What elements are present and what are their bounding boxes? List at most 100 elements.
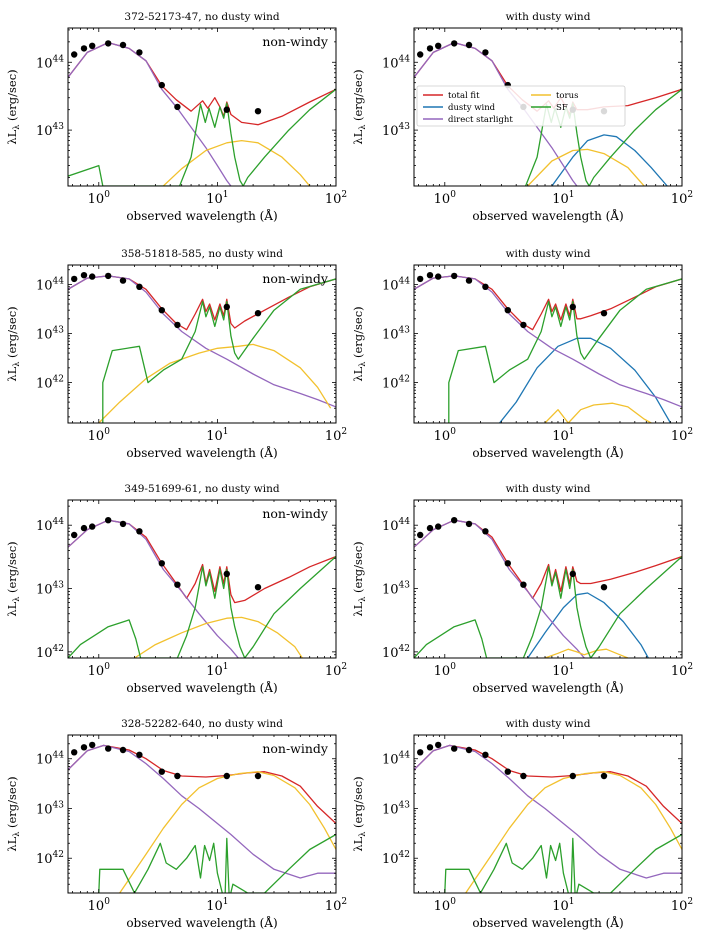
data-point (451, 272, 458, 280)
data-point (119, 277, 127, 284)
series-line-direct-starlight (68, 519, 239, 658)
chart-panel-6: with dusty wind 100 101 102 1042 1043 1044 obse… (351, 483, 693, 695)
x-tick-label: 102 (325, 190, 347, 207)
series-line-torus (134, 616, 303, 658)
chart-panel-8: with dusty wind 100 101 102 1042 1043 1044 obse… (351, 718, 693, 930)
x-tick-label: 101 (206, 427, 228, 444)
series-line-torus (544, 402, 652, 423)
x-tick-label: 102 (325, 662, 347, 679)
x-tick-label: 100 (434, 427, 457, 444)
data-point (417, 275, 424, 283)
data-point (223, 570, 230, 578)
series-line-torus (119, 771, 336, 893)
data-point (136, 528, 143, 535)
x-tick-label: 100 (434, 662, 457, 679)
chart-title: 349-51699-61, no dusty wind (124, 483, 279, 495)
data-point (465, 520, 473, 528)
plot-frame (413, 264, 683, 424)
data-point (482, 751, 489, 758)
y-tick-label: 1044 (382, 751, 410, 768)
series-line-dusty-wind (527, 592, 649, 658)
data-point (136, 283, 143, 290)
data-point (426, 524, 434, 532)
data-point (174, 321, 181, 329)
data-point (223, 106, 230, 113)
data-point (105, 517, 112, 524)
data-point (105, 272, 112, 280)
series-line-SF (444, 833, 682, 893)
data-point (465, 277, 473, 284)
chart-title: with dusty wind (506, 718, 591, 730)
data-point (254, 772, 262, 780)
data-point (158, 307, 165, 314)
data-point (174, 581, 181, 588)
data-point (71, 531, 78, 539)
series-line-dusty-wind (551, 134, 668, 186)
data-point (254, 108, 262, 115)
plot-frame (67, 734, 337, 894)
x-axis-label: observed wavelength (Å) (126, 915, 277, 930)
plot-frame (413, 499, 683, 659)
data-point (569, 303, 576, 311)
y-tick-label: 1043 (382, 581, 410, 598)
data-point (426, 272, 434, 279)
x-tick-label: 101 (206, 662, 228, 679)
data-point (600, 310, 608, 317)
legend-box (416, 85, 626, 127)
series-line-direct-starlight (414, 744, 682, 879)
series-line-SF (414, 556, 682, 658)
chart-title: with dusty wind (506, 11, 591, 23)
data-point (482, 283, 489, 290)
x-tick-label: 100 (88, 427, 111, 444)
y-tick-label: 1043 (36, 581, 64, 598)
series-line-total-fit (414, 744, 682, 824)
data-point (254, 310, 262, 317)
series-line-torus (162, 139, 311, 186)
y-tick-label: 1044 (36, 517, 64, 534)
non-windy-annotation: non-windy (262, 271, 329, 286)
y-tick-label: 1044 (382, 517, 410, 534)
chart-title: with dusty wind (506, 483, 591, 495)
y-axis-label: λLλ (erg/sec) (5, 541, 21, 616)
data-point (80, 272, 88, 279)
y-axis-label: λLλ (erg/sec) (5, 776, 21, 851)
data-point (451, 517, 458, 524)
data-point (504, 560, 511, 567)
legend-label: torus (556, 91, 578, 101)
data-point (569, 772, 576, 780)
legend-label: total fit (448, 91, 480, 101)
plot-frame (413, 734, 683, 894)
x-tick-label: 102 (671, 427, 693, 444)
chart-title: 372-52173-47, no dusty wind (124, 11, 279, 23)
chart-title: 328-52282-640, no dusty wind (121, 718, 283, 730)
legend-label: SF (556, 103, 568, 113)
x-axis-label: observed wavelength (Å) (126, 445, 277, 460)
y-tick-label: 1043 (36, 326, 64, 343)
data-point (600, 584, 608, 591)
data-point (80, 744, 88, 751)
series-line-total-fit (68, 744, 336, 824)
y-tick-label: 1042 (382, 850, 410, 867)
data-point (435, 523, 442, 530)
y-axis-label: λLλ (erg/sec) (351, 69, 367, 144)
y-axis-label: λLλ (erg/sec) (5, 69, 21, 144)
chart-title: 358-51818-585, no dusty wind (121, 248, 283, 260)
x-tick-label: 102 (671, 897, 693, 914)
data-point (417, 749, 424, 756)
data-point (71, 275, 78, 283)
x-axis-label: observed wavelength (Å) (472, 915, 623, 930)
series-line-SF (102, 278, 336, 423)
data-point (105, 40, 112, 47)
y-tick-label: 1042 (36, 644, 64, 661)
chart-panel-7: 328-52282-640, no dusty wind 100 101 102 104… (5, 718, 347, 930)
data-point (504, 768, 511, 775)
data-point (426, 45, 434, 52)
data-point (254, 584, 262, 591)
series-line-torus (465, 771, 682, 893)
x-axis-label: observed wavelength (Å) (126, 680, 277, 695)
y-tick-label: 1043 (382, 800, 410, 817)
x-tick-label: 101 (552, 427, 574, 444)
data-point (426, 744, 434, 751)
series-line-torus (527, 148, 645, 186)
series-line-direct-starlight (68, 744, 336, 879)
